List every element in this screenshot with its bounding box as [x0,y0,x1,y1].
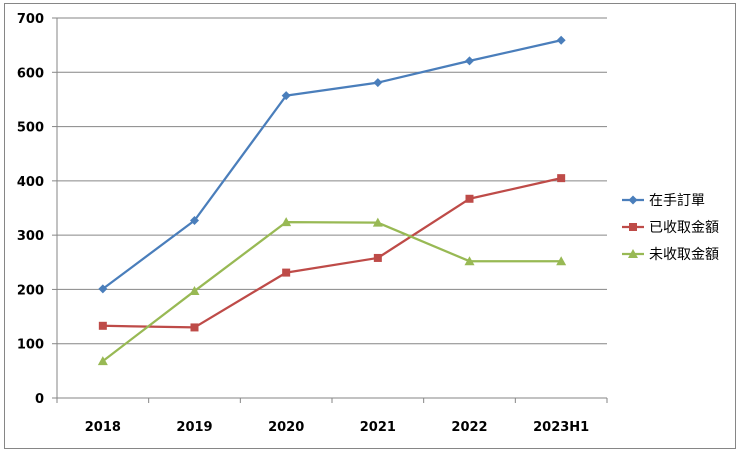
legend-label: 在手訂單 [649,193,705,209]
data-point [465,194,474,203]
data-point [282,268,291,277]
legend-label: 已收取金額 [649,220,719,236]
data-point [281,217,292,227]
y-tick-label: 100 [17,338,44,353]
y-tick-label: 200 [17,283,44,298]
data-point [556,256,567,266]
y-tick-label: 400 [17,175,44,190]
data-point [189,286,200,296]
series-line [102,177,562,329]
chart-frame [4,3,736,449]
legend-marker [628,195,638,205]
y-axis-ticks: 0 100 200 300 400 500 600 700 [17,12,57,407]
data-point [557,174,566,183]
series-0 [98,35,566,294]
data-point [190,215,199,225]
data-point [372,217,383,227]
data-point [281,91,291,101]
legend-marker [628,249,638,258]
x-tick-label: 2020 [268,420,304,435]
legend-item-1: 已收取金額 [622,220,719,236]
legend-marker [629,223,637,231]
series-line [102,220,562,362]
data-point [464,256,475,266]
x-tick-label: 2023H1 [533,420,589,435]
x-tick-label: 2019 [176,420,212,435]
data-point [465,56,474,66]
legend-label: 未收取金額 [649,247,719,263]
data-point [97,356,108,366]
data-point [373,253,382,262]
legend-item-0: 在手訂單 [622,193,705,209]
gridlines [57,17,607,345]
y-tick-label: 0 [35,392,44,407]
y-tick-label: 500 [17,121,44,136]
axes [56,18,607,399]
data-point [190,323,199,332]
y-tick-label: 700 [17,12,44,27]
legend-item-2: 未收取金額 [622,247,719,263]
series-2 [97,217,567,366]
x-tick-label: 2022 [451,420,487,435]
series-1 [98,174,566,332]
series-line [102,39,562,290]
data-point [373,78,383,88]
x-tick-label: 2021 [360,420,396,435]
data-point [98,321,107,330]
x-tick-label: 2018 [85,420,121,435]
series-group [97,35,567,366]
y-tick-label: 300 [17,229,44,244]
x-axis-ticks: 2018 2019 2020 2021 2022 2023H1 [56,398,608,435]
y-tick-label: 600 [17,66,44,81]
data-point [556,35,566,45]
data-point [98,284,108,294]
